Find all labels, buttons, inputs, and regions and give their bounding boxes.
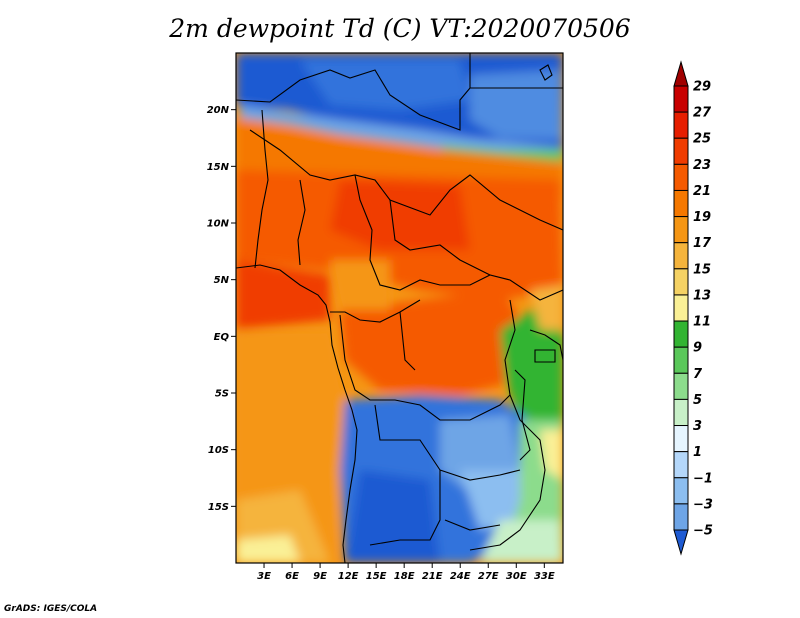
colorbar-label: 1 bbox=[693, 445, 702, 460]
colorbar-label: 13 bbox=[693, 288, 711, 303]
colorbar-label: 27 bbox=[693, 106, 712, 121]
footer-credit: GrADS: IGES/COLA bbox=[4, 604, 98, 614]
lon-tick-label: 18E bbox=[394, 571, 415, 582]
colorbar-box bbox=[673, 425, 689, 453]
colorbar-label: 9 bbox=[693, 341, 702, 356]
colorbar-box bbox=[673, 111, 689, 139]
lon-tick-label: 12E bbox=[338, 571, 359, 582]
lon-tick-label: 24E bbox=[450, 571, 471, 582]
colorbar-box bbox=[673, 451, 689, 479]
latitude-axis: 20N 15N 10N 5N EQ 5S 10S 15S bbox=[207, 105, 236, 513]
map-title: 2m dewpoint Td (C) VT:2020070506 bbox=[169, 14, 631, 43]
colorbar-box bbox=[673, 346, 689, 374]
colorbar-label: 19 bbox=[693, 210, 711, 225]
colorbar-label: −5 bbox=[693, 524, 713, 539]
colorbar-top-arrow bbox=[673, 60, 689, 87]
colorbar-label: −1 bbox=[693, 471, 713, 486]
colorbar-label: 17 bbox=[693, 236, 712, 251]
map-frame bbox=[235, 52, 564, 564]
lat-tick-label: EQ bbox=[214, 332, 230, 343]
longitude-axis: 3E 6E 9E 12E 15E 18E 21E 24E 27E 30E 33E bbox=[257, 563, 555, 582]
lon-tick-label: 3E bbox=[257, 571, 271, 582]
colorbar-label: 5 bbox=[693, 393, 702, 408]
lon-tick-label: 33E bbox=[534, 571, 555, 582]
colorbar-box bbox=[673, 268, 689, 296]
colorbar-label: 15 bbox=[693, 262, 711, 277]
colorbar-label: 7 bbox=[693, 367, 703, 382]
lat-tick-label: 5N bbox=[214, 275, 230, 286]
lat-tick-label: 10S bbox=[208, 445, 229, 456]
colorbar-box bbox=[673, 398, 689, 427]
colorbar-box bbox=[673, 477, 689, 505]
colorbar-box bbox=[673, 320, 689, 348]
lon-tick-label: 9E bbox=[313, 571, 327, 582]
colorbar-box bbox=[673, 137, 689, 165]
lat-tick-label: 5S bbox=[215, 389, 229, 400]
lat-tick-label: 15S bbox=[208, 502, 229, 513]
lon-tick-label: 21E bbox=[422, 571, 443, 582]
colorbar-box bbox=[673, 503, 689, 531]
colorbar-box bbox=[673, 85, 689, 113]
colorbar-label: 23 bbox=[693, 158, 711, 173]
colorbar-label: 25 bbox=[693, 132, 711, 147]
colorbar-label: 29 bbox=[693, 80, 711, 95]
colorbar-box bbox=[673, 216, 689, 244]
colorbar-box bbox=[673, 294, 689, 322]
colorbar-label: −3 bbox=[693, 497, 713, 512]
dewpoint-field bbox=[236, 53, 563, 563]
colorbar-box bbox=[673, 189, 689, 218]
lon-tick-label: 27E bbox=[478, 571, 499, 582]
lat-tick-label: 20N bbox=[207, 105, 230, 116]
colorbar-bottom-arrow bbox=[673, 529, 689, 556]
colorbar: 29 27 25 23 21 19 17 15 13 11 9 7 5 3 1 −1 −3 −5 bbox=[673, 60, 713, 556]
colorbar-box bbox=[673, 242, 689, 270]
lon-tick-label: 6E bbox=[285, 571, 299, 582]
colorbar-box bbox=[673, 163, 689, 191]
lat-tick-label: 15N bbox=[207, 162, 230, 173]
lon-tick-label: 30E bbox=[506, 571, 527, 582]
colorbar-label: 3 bbox=[693, 419, 702, 434]
colorbar-box bbox=[673, 372, 689, 400]
colorbar-label: 21 bbox=[693, 184, 711, 199]
lat-tick-label: 10N bbox=[207, 219, 230, 230]
lon-tick-label: 15E bbox=[366, 571, 387, 582]
colorbar-label: 11 bbox=[693, 315, 711, 330]
country-borders bbox=[236, 53, 563, 563]
